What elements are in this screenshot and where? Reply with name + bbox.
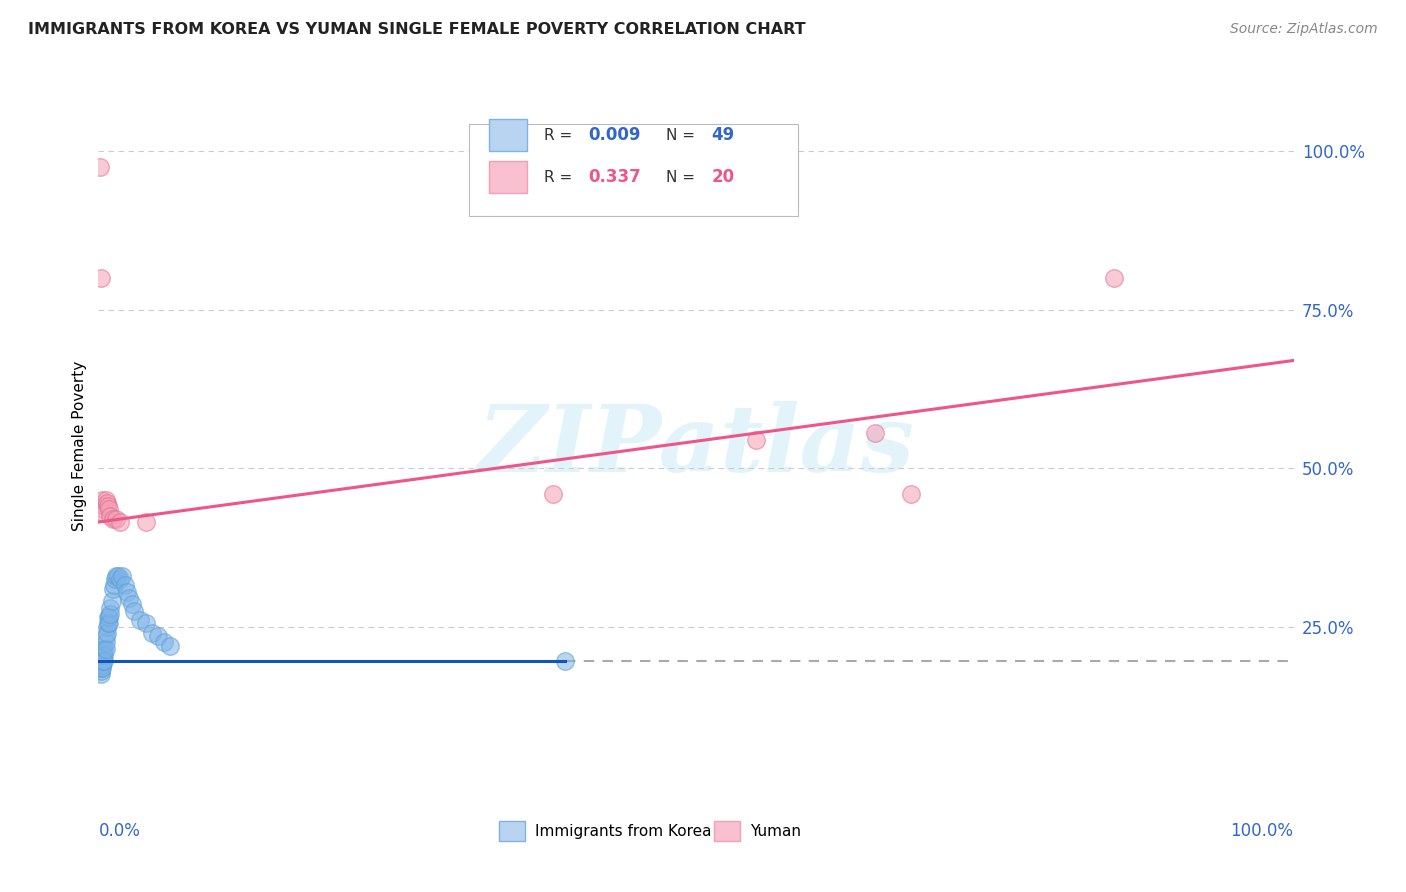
Point	[159, 639, 181, 653]
Point	[91, 661, 114, 675]
Point	[91, 648, 114, 662]
Point	[96, 496, 118, 510]
Point	[93, 648, 115, 662]
Point	[90, 648, 112, 662]
Point	[865, 426, 887, 441]
Point	[100, 594, 122, 608]
Point	[98, 508, 122, 523]
Bar	[489, 119, 527, 151]
Point	[90, 271, 112, 285]
Text: 49: 49	[711, 126, 735, 144]
Point	[98, 610, 121, 624]
Point	[91, 654, 114, 668]
Point	[141, 626, 163, 640]
Point	[541, 486, 564, 500]
Point	[91, 502, 114, 516]
Point	[105, 512, 128, 526]
Text: R =: R =	[544, 128, 578, 143]
Point	[118, 591, 141, 605]
Point	[104, 572, 127, 586]
Bar	[489, 161, 527, 194]
Text: ZIPatlas: ZIPatlas	[478, 401, 914, 491]
Point	[98, 600, 122, 615]
Point	[98, 616, 121, 631]
Bar	[714, 821, 740, 841]
Point	[90, 664, 112, 678]
Point	[98, 607, 122, 621]
Point	[135, 515, 157, 529]
Point	[93, 654, 115, 668]
Point	[745, 433, 768, 447]
Point	[91, 651, 114, 665]
Point	[94, 492, 117, 507]
Point	[105, 569, 128, 583]
Point	[554, 654, 576, 668]
Point	[98, 502, 121, 516]
Point	[121, 598, 143, 612]
Point	[107, 569, 129, 583]
Point	[89, 661, 111, 675]
Point	[148, 629, 170, 643]
Point	[94, 641, 117, 656]
Point	[94, 635, 117, 649]
Point	[90, 661, 112, 675]
Text: 20: 20	[711, 169, 734, 186]
Text: 0.009: 0.009	[589, 126, 641, 144]
Point	[103, 578, 125, 592]
Point	[135, 616, 157, 631]
Point	[97, 610, 120, 624]
Point	[91, 492, 114, 507]
Point	[108, 572, 131, 586]
Point	[94, 629, 117, 643]
Point	[108, 515, 131, 529]
Point	[89, 654, 111, 668]
Point	[96, 626, 118, 640]
Point	[93, 641, 115, 656]
Point	[1104, 271, 1126, 285]
Text: R =: R =	[544, 169, 578, 185]
Point	[89, 651, 111, 665]
Point	[96, 619, 118, 633]
Point	[97, 616, 120, 631]
Point	[111, 569, 134, 583]
Text: Yuman: Yuman	[749, 824, 801, 839]
Y-axis label: Single Female Poverty: Single Female Poverty	[72, 361, 87, 531]
Point	[129, 613, 152, 627]
Point	[91, 657, 114, 672]
Text: 0.337: 0.337	[589, 169, 641, 186]
Point	[97, 499, 120, 513]
Point	[115, 584, 138, 599]
Point	[89, 160, 111, 174]
Point	[90, 667, 112, 681]
Point	[124, 604, 146, 618]
Point	[93, 506, 115, 520]
Point	[91, 641, 114, 656]
Point	[101, 582, 124, 596]
Text: Immigrants from Korea: Immigrants from Korea	[534, 824, 711, 839]
Text: Source: ZipAtlas.com: Source: ZipAtlas.com	[1230, 22, 1378, 37]
Text: 0.0%: 0.0%	[98, 822, 141, 840]
Text: 100.0%: 100.0%	[1230, 822, 1294, 840]
Text: N =: N =	[666, 128, 700, 143]
Bar	[499, 821, 524, 841]
Point	[93, 499, 115, 513]
Point	[114, 578, 136, 592]
Point	[153, 635, 176, 649]
Point	[91, 645, 114, 659]
Point	[101, 512, 124, 526]
FancyBboxPatch shape	[470, 124, 797, 216]
Point	[90, 654, 112, 668]
Text: IMMIGRANTS FROM KOREA VS YUMAN SINGLE FEMALE POVERTY CORRELATION CHART: IMMIGRANTS FROM KOREA VS YUMAN SINGLE FE…	[28, 22, 806, 37]
Text: N =: N =	[666, 169, 700, 185]
Point	[900, 486, 922, 500]
